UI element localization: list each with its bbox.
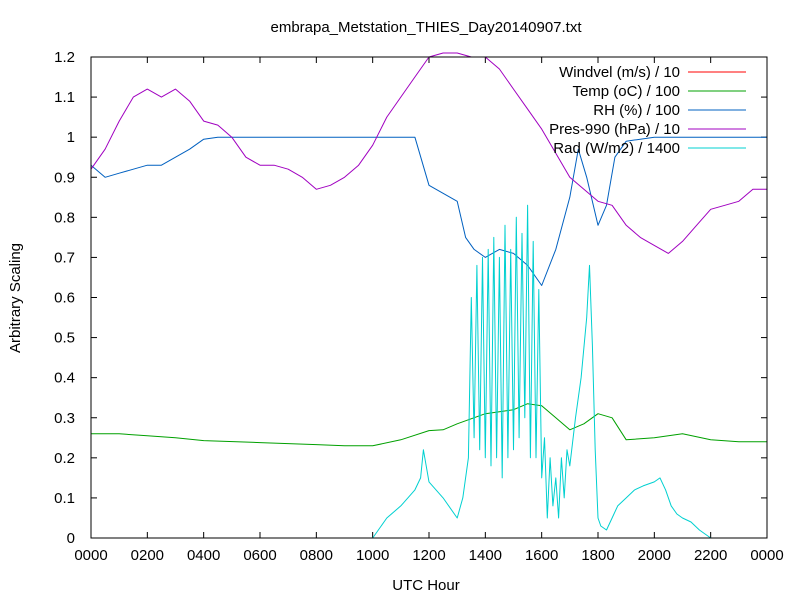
x-tick-label: 2000 (638, 547, 671, 564)
x-tick-label: 0000 (74, 547, 107, 564)
y-axis-label: Arbitrary Scaling (7, 243, 24, 353)
y-tick-label: 1 (67, 129, 75, 146)
y-tick-label: 0.9 (54, 169, 75, 186)
x-tick-label: 1600 (525, 547, 558, 564)
x-tick-label: 1200 (412, 547, 445, 564)
x-tick-label: 1800 (581, 547, 614, 564)
x-tick-label: 1000 (356, 547, 389, 564)
y-tick-label: 0 (67, 530, 75, 547)
y-tick-label: 0.4 (54, 370, 75, 387)
y-tick-label: 0.1 (54, 490, 75, 507)
x-tick-label: 0600 (243, 547, 276, 564)
y-tick-label: 1.1 (54, 89, 75, 106)
series-line-1 (91, 403, 767, 447)
y-tick-label: 0.2 (54, 450, 75, 467)
series-line-4 (91, 204, 717, 539)
y-tick-label: 0.3 (54, 410, 75, 427)
x-tick-label: 1400 (469, 547, 502, 564)
legend: Windvel (m/s) / 10 Temp (oC) / 100 RH (%) … (549, 64, 746, 157)
x-axis-label: UTC Hour (392, 577, 460, 594)
tick-layer: 0000 0200 0400 0600 0800 1000 1200 1400 1600 1800… (54, 49, 784, 564)
x-tick-label: 0800 (300, 547, 333, 564)
y-tick-label: 0.5 (54, 330, 75, 347)
legend-label: Rad (W/m2) / 1400 (553, 140, 680, 157)
x-tick-label: 0400 (187, 547, 220, 564)
y-tick-label: 0.7 (54, 249, 75, 266)
x-tick-label: 0000 (750, 547, 783, 564)
legend-label: Windvel (m/s) / 10 (559, 64, 680, 81)
y-tick-label: 0.8 (54, 209, 75, 226)
legend-label: Temp (oC) / 100 (572, 83, 680, 100)
legend-label: RH (%) / 100 (593, 102, 680, 119)
x-tick-label: 2200 (694, 547, 727, 564)
y-tick-label: 1.2 (54, 49, 75, 66)
legend-label: Pres-990 (hPa) / 10 (549, 121, 680, 138)
y-tick-label: 0.6 (54, 290, 75, 307)
plot-frame (90, 56, 768, 539)
chart-title: embrapa_Metstation_THIES_Day20140907.txt (270, 19, 582, 36)
x-tick-label: 0200 (131, 547, 164, 564)
series-line-2 (90, 136, 767, 286)
